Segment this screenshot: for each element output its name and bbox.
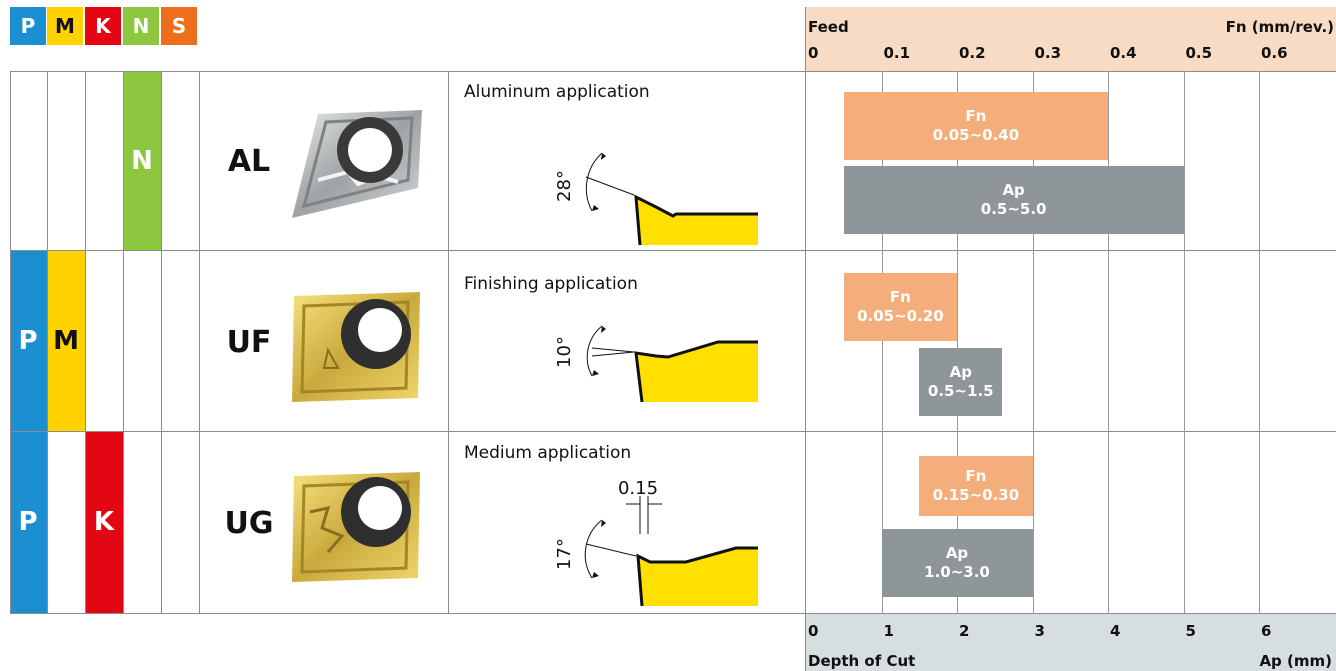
iso-label-ug-p: P (18, 507, 38, 537)
fn-bar-ug: Fn 0.15~0.30 (919, 456, 1033, 516)
ap-bar-uf-label: Ap (949, 363, 972, 381)
iso-cell-ug-p (10, 432, 47, 613)
feed-axis-tick: 0.4 (1110, 44, 1137, 62)
fn-bar-uf: Fn 0.05~0.20 (843, 273, 957, 341)
edge-profile-ug: 0.15 17° (556, 478, 758, 607)
doc-axis-title: Depth of Cut (808, 652, 916, 670)
edge-profile-al: 28° (556, 152, 758, 246)
feed-axis-tick: 0.1 (883, 44, 911, 62)
angle-al: 28° (556, 170, 575, 202)
ap-bar-al: Ap 0.5~5.0 (843, 166, 1184, 234)
doc-axis-band (806, 614, 1336, 671)
doc-axis-tick: 1 (883, 622, 894, 640)
fn-bar-al-label: Fn (965, 107, 987, 125)
code-uf: UF (226, 325, 272, 360)
iso-badge-s: S (161, 7, 197, 45)
doc-axis-tick: 6 (1261, 622, 1272, 640)
iso-label-al-n: N (131, 146, 153, 176)
fn-bar-ug-range: 0.15~0.30 (932, 486, 1020, 504)
ap-bar-al-label: Ap (1002, 181, 1025, 199)
feed-axis-title: Feed (808, 18, 849, 36)
iso-label-ug-k: K (93, 507, 115, 537)
doc-axis-tick: 4 (1110, 622, 1121, 640)
feed-axis-unit: Fn (mm/rev.) (1225, 18, 1334, 36)
iso-badge-m: M (47, 7, 83, 45)
iso-badge-n: N (123, 7, 159, 45)
insert-uf-image (292, 292, 420, 402)
doc-axis-tick: 5 (1185, 622, 1196, 640)
fn-bar-uf-label: Fn (889, 288, 911, 306)
doc-axis-tick: 0 (808, 622, 819, 640)
angle-uf: 10° (556, 336, 575, 368)
code-al: AL (227, 144, 271, 179)
ap-bar-uf: Ap 0.5~1.5 (919, 348, 1003, 416)
land-ug: 0.15 (618, 478, 658, 499)
fn-bar-al: Fn 0.05~0.40 (843, 92, 1108, 160)
app-ug: Medium application (464, 443, 632, 463)
iso-cell-uf-m (47, 251, 85, 431)
fn-bar-uf-range: 0.05~0.20 (857, 307, 944, 325)
app-uf: Finishing application (464, 274, 638, 294)
iso-cell-uf-p (10, 251, 47, 431)
angle-ug: 17° (556, 538, 575, 570)
iso-label-uf-m: M (53, 326, 79, 356)
fn-bar-ug-label: Fn (965, 467, 987, 485)
ap-bar-al-range: 0.5~5.0 (980, 200, 1047, 218)
feed-axis-tick: 0.6 (1261, 44, 1288, 62)
ap-bar-ug-range: 1.0~3.0 (924, 563, 990, 581)
feed-axis-band (806, 7, 1336, 71)
ap-bar-ug-label: Ap (945, 544, 969, 562)
ap-bar-ug: Ap 1.0~3.0 (881, 529, 1033, 597)
iso-badge-k: K (85, 7, 121, 45)
feed-axis-tick: 0.2 (959, 44, 986, 62)
ap-bar-uf-range: 0.5~1.5 (927, 382, 994, 400)
iso-cell-ug-k (85, 432, 123, 613)
feed-axis-tick: 0.5 (1185, 44, 1213, 62)
feed-axis-tick: 0 (808, 44, 819, 62)
doc-axis-tick: 3 (1034, 622, 1045, 640)
code-ug: UG (224, 506, 274, 541)
doc-axis-unit: Ap (mm) (1259, 652, 1332, 670)
doc-axis-tick: 2 (959, 622, 970, 640)
insert-ug-image (292, 472, 420, 582)
feed-axis-tick: 0.3 (1034, 44, 1062, 62)
edge-profile-uf: 10° (556, 325, 758, 403)
iso-cell-al-n (123, 72, 161, 250)
iso-label-uf-p: P (18, 326, 38, 356)
app-al: Aluminum application (464, 82, 650, 102)
insert-al-image (292, 110, 422, 218)
iso-badge-p: P (10, 7, 46, 45)
fn-bar-al-range: 0.05~0.40 (932, 126, 1020, 144)
